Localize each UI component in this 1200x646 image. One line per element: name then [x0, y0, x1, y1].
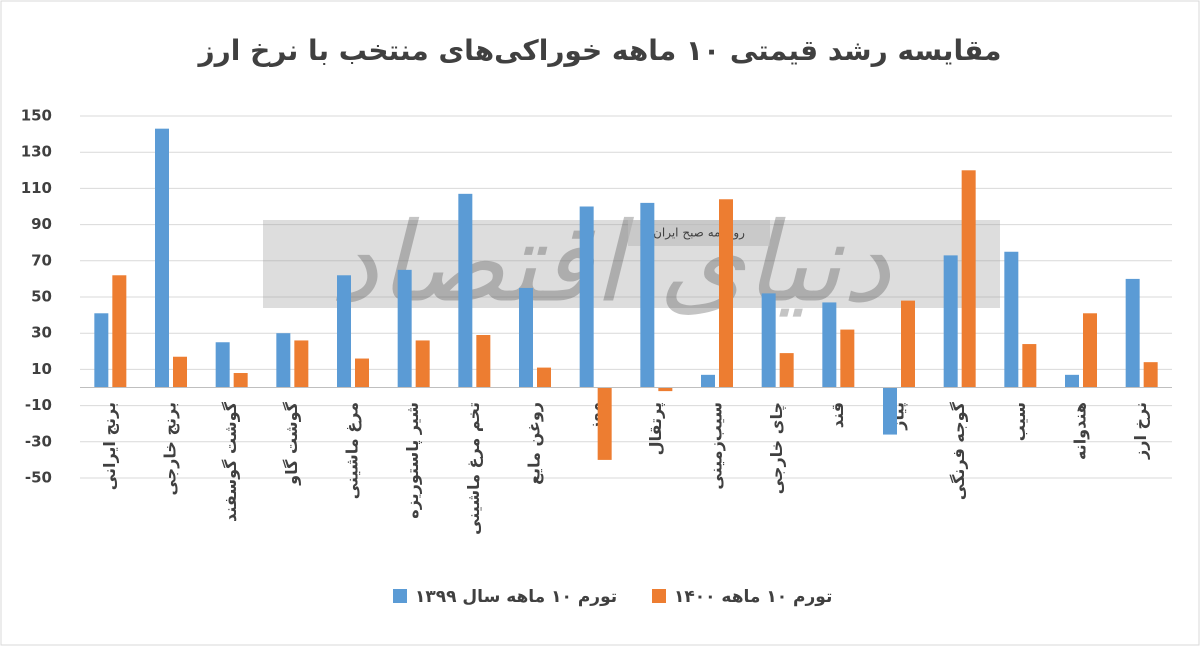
- y-tick-label: 130: [21, 143, 52, 161]
- bar: [397, 269, 412, 388]
- bar: [155, 128, 169, 388]
- bar: [719, 199, 733, 388]
- x-tick-label: برنج خارجی: [161, 402, 180, 496]
- bar: [173, 356, 187, 388]
- x-tick-label: سیب: [1010, 402, 1029, 441]
- x-tick-label: مرغ ماشینی: [343, 402, 362, 499]
- x-tick-label: برنج ایرانی: [100, 402, 119, 490]
- bar: [337, 275, 351, 388]
- bar: [276, 333, 291, 388]
- bar: [112, 275, 127, 388]
- bar: [901, 300, 915, 388]
- y-tick-label: 30: [31, 324, 52, 342]
- bar: [640, 202, 655, 388]
- x-tick-label: تخم مرغ ماشینی: [464, 402, 483, 535]
- watermark: دنیای اقتصاد: [329, 198, 892, 326]
- x-tick-label: قند: [828, 402, 847, 428]
- bar: [1125, 278, 1140, 388]
- bar: [415, 340, 430, 388]
- bar: [579, 206, 594, 388]
- x-tick-label: نرخ ارز: [1131, 402, 1150, 460]
- x-tick-label: هندوانه: [1071, 402, 1090, 460]
- y-tick-label: 90: [31, 215, 52, 233]
- y-tick-label: 110: [21, 179, 52, 197]
- bar: [1065, 374, 1079, 388]
- bar: [519, 287, 533, 388]
- legend-label: تورم ۱۰ ماهه سال ۱۳۹۹: [415, 587, 617, 607]
- bar: [233, 373, 248, 388]
- legend-label: تورم ۱۰ ماهه ۱۴۰۰: [674, 587, 832, 607]
- x-tick-label: گوشت گوسفند: [221, 401, 240, 522]
- bar: [355, 358, 369, 388]
- bar: [961, 170, 976, 388]
- bar: [537, 367, 551, 388]
- x-tick-label: شیر پاستوریزه: [403, 402, 423, 519]
- y-tick-label: 70: [31, 251, 52, 269]
- bar: [779, 353, 794, 388]
- bar: [215, 342, 230, 388]
- bar: [294, 340, 309, 388]
- y-tick-label: -10: [25, 396, 52, 414]
- chart-title: مقایسه رشد قیمتی ۱۰ ماهه خوراکی‌های منتخ…: [197, 34, 1002, 67]
- bar: [476, 335, 491, 388]
- y-tick-label: -50: [25, 469, 52, 487]
- bar: [840, 329, 855, 388]
- bar: [761, 293, 776, 388]
- x-tick-label: گوشت گاو: [282, 401, 301, 486]
- legend-swatch: [393, 589, 407, 603]
- bar: [701, 374, 715, 388]
- bar: [1083, 313, 1097, 388]
- bar: [597, 387, 612, 460]
- bar: [458, 193, 473, 388]
- bar: [1022, 344, 1037, 388]
- bar: [822, 302, 837, 388]
- bar: [883, 387, 897, 435]
- bar: [658, 387, 673, 392]
- legend-swatch: [652, 589, 666, 603]
- y-tick-label: 10: [31, 360, 52, 378]
- x-tick-label: گوجه فرنگی: [949, 401, 968, 500]
- bar: [1004, 251, 1019, 388]
- y-tick-label: 150: [21, 107, 52, 125]
- x-tick-label: پرتقال: [646, 402, 666, 455]
- x-tick-label: روغن مایع: [525, 402, 544, 485]
- y-tick-label: -30: [25, 432, 52, 450]
- x-tick-label: سیب‌زمینی: [707, 402, 726, 490]
- bar: [1143, 362, 1158, 388]
- bar: [943, 255, 958, 388]
- y-tick-label: 50: [31, 288, 52, 306]
- bar: [94, 313, 109, 388]
- x-tick-label: چای خارجی: [767, 402, 787, 494]
